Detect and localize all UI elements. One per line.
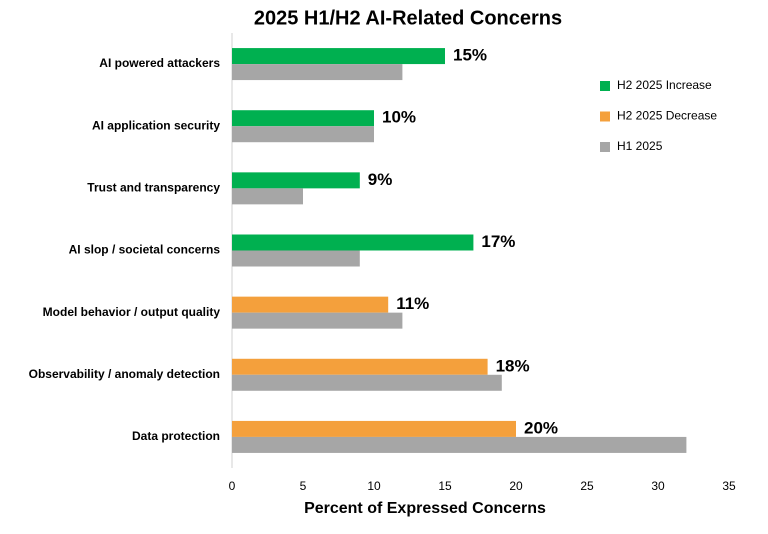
legend-swatch bbox=[600, 142, 610, 152]
y-tick-label: AI application security bbox=[92, 118, 220, 132]
bar bbox=[232, 296, 389, 313]
chart-title: 2025 H1/H2 AI-Related Concerns bbox=[254, 7, 562, 29]
data-label: 18% bbox=[496, 356, 530, 375]
legend-label: H2 2025 Increase bbox=[617, 78, 712, 92]
data-label: 17% bbox=[481, 232, 515, 251]
legend-swatch bbox=[600, 111, 610, 122]
bar bbox=[232, 48, 445, 65]
x-tick-label: 20 bbox=[509, 479, 523, 493]
bar bbox=[232, 234, 474, 251]
bar bbox=[232, 64, 403, 81]
x-tick-label: 5 bbox=[300, 479, 307, 493]
bar bbox=[232, 250, 360, 267]
y-tick-label: AI slop / societal concerns bbox=[69, 243, 221, 257]
y-tick-label: Model behavior / output quality bbox=[43, 305, 221, 319]
x-tick-label: 0 bbox=[229, 479, 236, 493]
bar bbox=[232, 420, 516, 437]
y-tick-label: Data protection bbox=[132, 429, 220, 443]
y-tick-label: Observability / anomaly detection bbox=[29, 367, 220, 381]
x-tick-label: 35 bbox=[722, 479, 736, 493]
bar bbox=[232, 374, 502, 391]
bar bbox=[232, 172, 360, 189]
y-tick-label: AI powered attackers bbox=[99, 56, 220, 70]
x-axis-title: Percent of Expressed Concerns bbox=[304, 500, 546, 517]
bar bbox=[232, 312, 403, 329]
legend-swatch bbox=[600, 81, 610, 91]
bar bbox=[232, 358, 488, 375]
data-label: 15% bbox=[453, 46, 487, 65]
legend-label: H1 2025 bbox=[617, 139, 663, 153]
x-tick-label: 25 bbox=[580, 479, 594, 493]
bar bbox=[232, 188, 303, 205]
bar bbox=[232, 126, 374, 143]
data-label: 9% bbox=[368, 170, 393, 189]
x-tick-label: 30 bbox=[651, 479, 665, 493]
y-tick-label: Trust and transparency bbox=[87, 181, 220, 195]
x-tick-label: 10 bbox=[367, 479, 381, 493]
legend-label: H2 2025 Decrease bbox=[617, 109, 717, 123]
data-label: 20% bbox=[524, 418, 558, 437]
bar bbox=[232, 110, 374, 127]
data-label: 10% bbox=[382, 108, 416, 127]
data-label: 11% bbox=[396, 294, 429, 313]
x-tick-label: 15 bbox=[438, 479, 452, 493]
bar bbox=[232, 436, 687, 453]
